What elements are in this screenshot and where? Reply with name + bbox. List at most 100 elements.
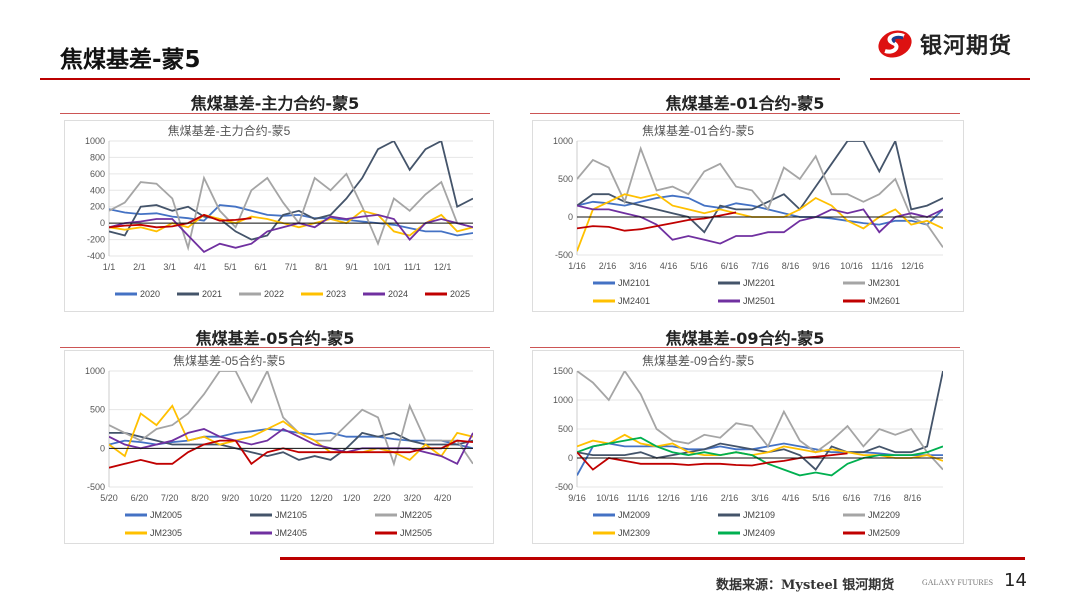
legend-label: JM2105 — [275, 510, 307, 520]
y-tick-label: -500 — [555, 482, 573, 492]
x-tick-label: 12/16 — [901, 261, 924, 271]
legend-label: 2024 — [388, 289, 408, 299]
legend-label: JM2005 — [150, 510, 182, 520]
legend-label: 2025 — [450, 289, 470, 299]
legend-label: JM2301 — [868, 278, 900, 288]
legend-label: JM2009 — [618, 510, 650, 520]
y-tick-label: 1500 — [553, 366, 573, 376]
x-tick-label: 4/20 — [434, 493, 452, 503]
series-line-JM2405 — [109, 427, 473, 465]
x-tick-label: 4/16 — [782, 493, 800, 503]
series-line-JM2505 — [109, 439, 473, 469]
chart-main-contract: 焦煤基差-主力合约-蒙5 1000 800 600 400 200 0 -200 -4001/1… — [64, 120, 494, 312]
x-tick-label: 2/16 — [599, 261, 617, 271]
series-line-2024 — [109, 213, 473, 254]
y-tick-label: -500 — [87, 482, 105, 492]
panel-title: 焦煤基差-01合约-蒙5 — [665, 94, 825, 113]
x-tick-label: 5/16 — [690, 261, 708, 271]
y-tick-label: -400 — [87, 251, 105, 261]
series-line-JM2209 — [577, 371, 943, 471]
legend-label: 2022 — [264, 289, 284, 299]
panel-divider — [530, 347, 960, 348]
y-tick-label: 500 — [90, 405, 105, 415]
x-tick-label: 8/20 — [191, 493, 209, 503]
panel-title: 焦煤基差-05合约-蒙5 — [195, 329, 355, 348]
x-tick-label: 12/20 — [310, 493, 333, 503]
x-tick-label: 9/1 — [345, 262, 358, 272]
x-tick-label: 10/1 — [373, 262, 391, 272]
y-tick-label: 1000 — [85, 136, 105, 146]
y-tick-label: 200 — [90, 202, 105, 212]
x-tick-label: 3/16 — [751, 493, 769, 503]
panel-divider — [60, 113, 490, 114]
series-line-JM2109 — [577, 371, 943, 471]
series-line-JM2301 — [577, 145, 943, 248]
x-tick-label: 8/16 — [782, 261, 800, 271]
chart-title: 焦煤基差-09合约-蒙5 — [642, 353, 754, 368]
legend-label: JM2401 — [618, 296, 650, 306]
x-tick-label: 9/16 — [568, 493, 586, 503]
x-tick-label: 3/16 — [629, 261, 647, 271]
x-tick-label: 8/1 — [315, 262, 328, 272]
legend-label: JM2205 — [400, 510, 432, 520]
y-tick-label: -200 — [87, 235, 105, 245]
x-tick-label: 11/1 — [404, 262, 421, 272]
legend-label: JM2505 — [400, 528, 432, 538]
logo: 银河期货 — [876, 28, 1012, 60]
series-line-JM2601 — [577, 211, 737, 232]
y-tick-label: 1000 — [553, 395, 573, 405]
y-tick-label: 600 — [90, 169, 105, 179]
logo-text: 银河期货 — [920, 34, 1013, 59]
panel-title: 焦煤基差-09合约-蒙5 — [665, 329, 825, 348]
x-tick-label: 1/16 — [568, 261, 586, 271]
x-tick-label: 2/16 — [721, 493, 739, 503]
series-line-2025 — [109, 213, 252, 229]
y-tick-label: 0 — [568, 212, 573, 222]
x-tick-label: 7/16 — [751, 261, 769, 271]
x-tick-label: 6/16 — [721, 261, 739, 271]
panel-divider — [530, 113, 960, 114]
page-number: 14 — [1004, 570, 1027, 591]
legend-label: JM2509 — [868, 528, 900, 538]
x-tick-label: 5/20 — [100, 493, 118, 503]
chart-title: 焦煤基差-05合约-蒙5 — [173, 353, 285, 368]
y-tick-label: 500 — [558, 424, 573, 434]
series-line-JM2101 — [577, 194, 943, 226]
series-line-JM2009 — [577, 442, 943, 476]
galaxy-s-logo-icon — [878, 30, 912, 58]
y-tick-label: 0 — [100, 218, 105, 228]
legend-label: JM2309 — [618, 528, 650, 538]
legend-label: JM2201 — [743, 278, 775, 288]
footer-brand: GALAXY FUTURES — [922, 578, 994, 587]
x-tick-label: 8/16 — [904, 493, 922, 503]
x-tick-label: 2/1 — [133, 262, 146, 272]
x-tick-label: 4/1 — [194, 262, 207, 272]
x-tick-label: 1/16 — [690, 493, 708, 503]
legend-label: JM2305 — [150, 528, 182, 538]
header-divider — [40, 78, 840, 80]
y-tick-label: 0 — [100, 443, 105, 453]
x-tick-label: 3/1 — [163, 262, 176, 272]
legend-label: JM2209 — [868, 510, 900, 520]
y-tick-label: 800 — [90, 152, 105, 162]
x-tick-label: 4/16 — [660, 261, 678, 271]
x-tick-label: 12/1 — [434, 262, 452, 272]
x-tick-label: 9/20 — [222, 493, 240, 503]
y-tick-label: -500 — [555, 250, 573, 260]
page-title: 焦煤基差-蒙5 — [60, 47, 201, 73]
x-tick-label: 10/16 — [596, 493, 619, 503]
x-tick-label: 5/1 — [224, 262, 237, 272]
chart-title: 焦煤基差-主力合约-蒙5 — [168, 123, 291, 138]
y-tick-label: 1000 — [85, 366, 105, 376]
y-tick-label: 400 — [90, 185, 105, 195]
legend-label: JM2405 — [275, 528, 307, 538]
x-tick-label: 1/20 — [343, 493, 361, 503]
data-source: 数据来源：Mysteel 银河期货 — [716, 578, 895, 593]
x-tick-label: 11/16 — [871, 261, 893, 271]
legend-label: JM2109 — [743, 510, 775, 520]
legend-label: 2020 — [140, 289, 160, 299]
legend-label: JM2501 — [743, 296, 775, 306]
